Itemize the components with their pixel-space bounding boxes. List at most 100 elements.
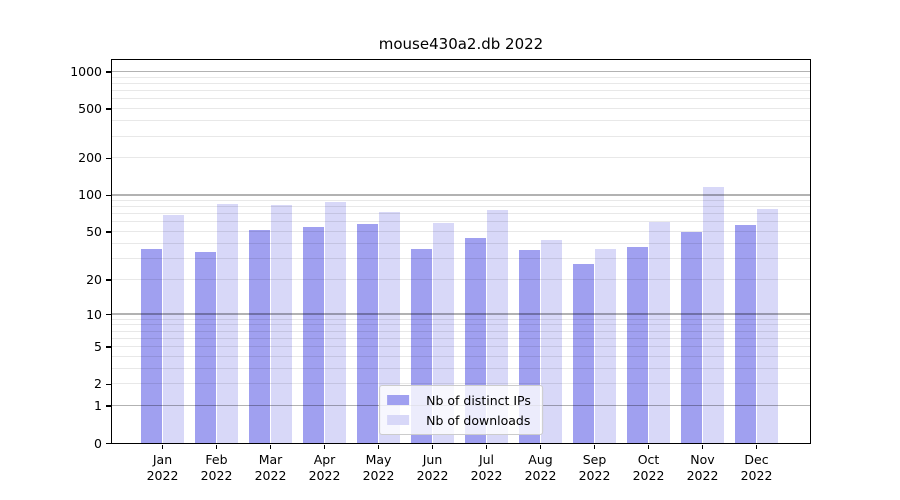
x-tick-label: Apr 2022 xyxy=(308,452,341,483)
bar-feb-distinct-ips xyxy=(194,251,216,443)
minor-gridline xyxy=(112,257,810,259)
x-tick-label: Mar 2022 xyxy=(254,452,287,483)
x-tick-label: Oct 2022 xyxy=(632,452,665,483)
minor-gridline xyxy=(112,318,810,320)
minor-gridline xyxy=(112,355,810,357)
x-tick-mark xyxy=(377,444,380,449)
minor-gridline xyxy=(112,330,810,332)
bar-jan-downloads xyxy=(162,215,184,443)
y-tick-label: 100 xyxy=(78,187,102,203)
x-tick-label: May 2022 xyxy=(362,452,395,483)
y-tick-label: 2 xyxy=(94,376,102,392)
x-tick-label: Sep 2022 xyxy=(578,452,611,483)
minor-gridline xyxy=(112,278,810,280)
minor-gridline xyxy=(112,367,810,369)
plot-area: Nb of distinct IPs Nb of downloads xyxy=(111,59,811,444)
bar-feb-downloads xyxy=(216,203,238,443)
y-tick-label: 10 xyxy=(86,306,102,322)
major-gridline xyxy=(112,313,810,315)
minor-gridline xyxy=(112,98,810,100)
legend-label-downloads: Nb of downloads xyxy=(426,412,531,428)
bar-dec-downloads xyxy=(756,208,778,443)
x-tick-mark xyxy=(215,444,218,449)
bar-oct-distinct-ips xyxy=(626,247,648,443)
x-tick-mark xyxy=(701,444,704,449)
minor-gridline xyxy=(112,82,810,84)
x-tick-mark xyxy=(323,444,326,449)
y-tick-mark xyxy=(106,405,111,407)
minor-gridline xyxy=(112,120,810,122)
y-tick-label: 1 xyxy=(94,398,102,414)
legend-swatch-downloads xyxy=(387,414,410,426)
y-tick-label: 200 xyxy=(78,150,102,166)
minor-gridline xyxy=(112,157,810,159)
x-tick-mark xyxy=(431,444,434,449)
y-tick-mark xyxy=(106,71,111,73)
bar-aug-downloads xyxy=(540,239,562,443)
bar-apr-downloads xyxy=(324,201,346,443)
y-tick-mark xyxy=(106,279,111,281)
minor-gridline xyxy=(112,108,810,110)
minor-gridline xyxy=(112,199,810,201)
x-tick-label: Feb 2022 xyxy=(200,452,233,483)
bar-oct-downloads xyxy=(648,221,670,443)
bar-may-distinct-ips xyxy=(356,223,378,443)
x-tick-label: Jul 2022 xyxy=(470,452,503,483)
y-tick-label: 50 xyxy=(86,224,102,240)
x-tick-mark xyxy=(647,444,650,449)
bar-sep-distinct-ips xyxy=(572,263,594,443)
major-gridline xyxy=(112,70,810,73)
legend-entry-downloads: Nb of downloads xyxy=(387,410,531,430)
y-tick-label: 500 xyxy=(78,101,102,117)
y-tick-label: 1000 xyxy=(70,63,102,79)
bar-jan-distinct-ips xyxy=(140,248,162,443)
x-tick-mark xyxy=(755,444,758,449)
minor-gridline xyxy=(112,337,810,339)
y-tick-mark xyxy=(106,108,111,110)
y-tick-mark xyxy=(106,442,111,445)
legend-swatch-distinct-ips xyxy=(387,394,410,406)
minor-gridline xyxy=(112,231,810,233)
bar-nov-downloads xyxy=(702,186,724,443)
y-tick-mark xyxy=(106,231,111,233)
chart-title: mouse430a2.db 2022 xyxy=(378,35,544,53)
minor-gridline xyxy=(112,324,810,326)
bar-jul-downloads xyxy=(486,210,508,443)
y-tick-mark xyxy=(106,313,111,316)
y-tick-mark xyxy=(106,383,111,386)
minor-gridline xyxy=(112,90,810,92)
minor-gridline xyxy=(112,383,810,385)
y-tick-label: 20 xyxy=(86,271,102,287)
x-tick-mark xyxy=(485,444,488,449)
minor-gridline xyxy=(112,76,810,78)
x-tick-mark xyxy=(593,444,596,449)
x-tick-mark xyxy=(161,444,164,449)
bar-dec-distinct-ips xyxy=(734,224,756,443)
bar-sep-downloads xyxy=(594,248,616,443)
y-tick-label: 0 xyxy=(94,435,102,451)
minor-gridline xyxy=(112,213,810,215)
minor-gridline xyxy=(112,206,810,208)
bar-mar-downloads xyxy=(270,205,292,443)
x-tick-mark xyxy=(269,444,272,449)
y-tick-mark xyxy=(106,157,111,160)
x-tick-label: Jun 2022 xyxy=(416,452,449,483)
bar-mar-distinct-ips xyxy=(248,229,270,443)
y-tick-mark xyxy=(106,194,111,197)
x-tick-label: Jan 2022 xyxy=(146,452,179,483)
bar-apr-distinct-ips xyxy=(302,226,324,443)
legend-entry-distinct-ips: Nb of distinct IPs xyxy=(387,390,531,410)
minor-gridline xyxy=(112,242,810,244)
minor-gridline xyxy=(112,135,810,137)
major-gridline xyxy=(112,194,810,196)
minor-gridline xyxy=(112,346,810,348)
x-tick-label: Dec 2022 xyxy=(740,452,773,483)
x-tick-mark xyxy=(539,444,542,449)
bar-nov-distinct-ips xyxy=(680,231,702,443)
minor-gridline xyxy=(112,221,810,223)
legend-label-distinct-ips: Nb of distinct IPs xyxy=(426,392,531,408)
x-tick-label: Aug 2022 xyxy=(524,452,557,483)
y-tick-label: 5 xyxy=(94,339,102,355)
legend: Nb of distinct IPs Nb of downloads xyxy=(379,385,543,435)
